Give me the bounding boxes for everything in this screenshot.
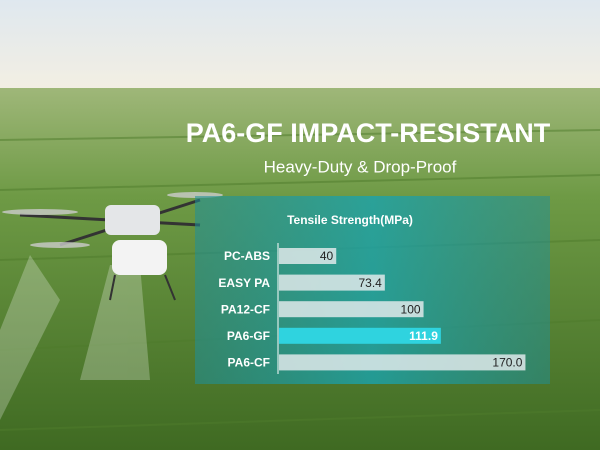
title: PA6-GF IMPACT-RESISTANT [186, 118, 551, 148]
drone [0, 192, 223, 420]
bar [279, 248, 337, 264]
value-label: 73.4 [358, 276, 382, 290]
category-label: EASY PA [218, 276, 270, 290]
subtitle: Heavy-Duty & Drop-Proof [264, 157, 457, 176]
value-label: 170.0 [492, 356, 522, 370]
chart-title: Tensile Strength(MPa) [287, 213, 413, 227]
category-label: PC-ABS [224, 249, 270, 263]
value-label: 40 [320, 249, 334, 263]
bar [279, 327, 441, 344]
sky [0, 0, 600, 95]
bar [279, 301, 424, 318]
category-label: PA12-CF [221, 302, 270, 316]
category-label: PA6-CF [228, 356, 270, 370]
bar [279, 274, 385, 291]
value-label: 100 [401, 302, 421, 316]
bar [279, 354, 526, 371]
value-label: 111.9 [409, 329, 438, 343]
category-label: PA6-GF [227, 329, 270, 343]
